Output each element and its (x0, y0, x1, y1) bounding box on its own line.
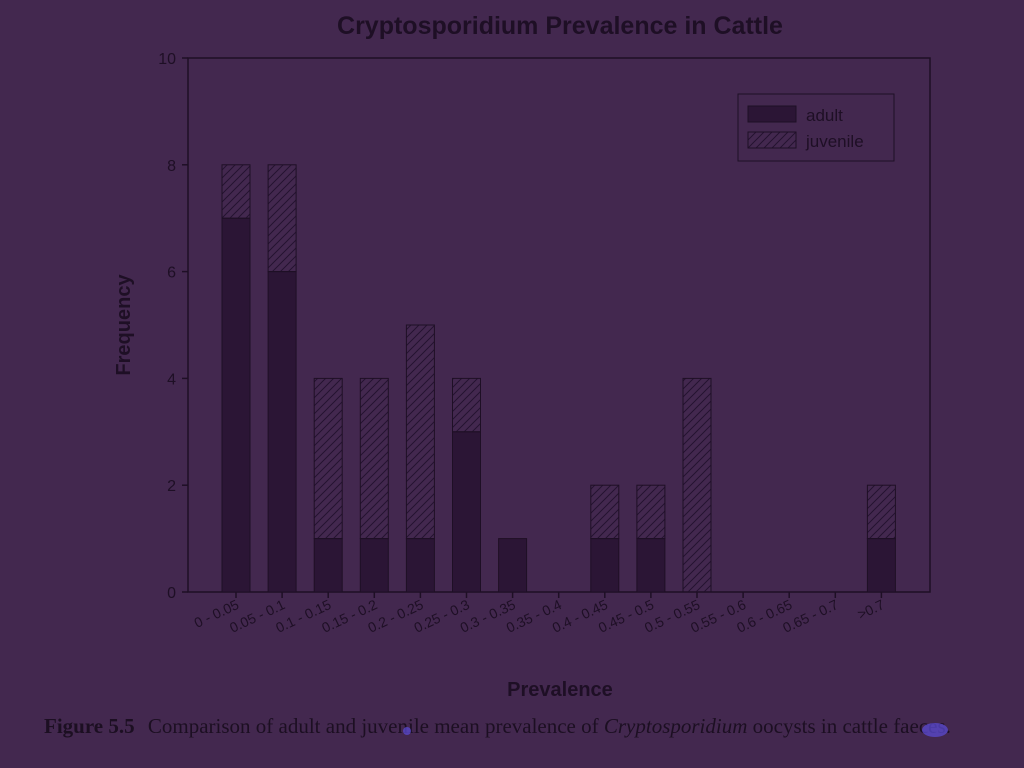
legend: adult juvenile (737, 93, 895, 162)
y-tick-label: 6 (167, 265, 176, 282)
figure-caption: Figure 5.5 Comparison of adult and juven… (44, 712, 1004, 740)
bar-adult (359, 538, 389, 593)
bar-adult (313, 538, 343, 593)
caption-text-before: Comparison of adult and juvenile mean pr… (147, 714, 599, 738)
bar-juvenile (359, 377, 389, 540)
bar-adult (636, 538, 666, 593)
figure-label: Figure 5.5 (44, 714, 135, 738)
bar-juvenile (636, 484, 666, 540)
y-tick-label: 10 (158, 51, 176, 68)
cursor-dot-1 (403, 727, 411, 735)
bar-juvenile (267, 164, 297, 273)
bar-adult (221, 217, 251, 593)
y-tick-label: 8 (167, 158, 176, 175)
bar-adult (866, 538, 896, 593)
caption-italic-term: Cryptosporidium (603, 714, 748, 738)
caption-text-after: oocysts in cattle faeces. (752, 714, 951, 738)
x-axis-label: Prevalence (507, 679, 613, 701)
bar-juvenile (866, 484, 896, 540)
bar-adult (405, 538, 435, 593)
bar-juvenile (313, 377, 343, 540)
bar-juvenile (682, 377, 712, 593)
x-tick-label: >0.7 (855, 596, 887, 622)
cursor-dot-2 (922, 723, 948, 737)
bar-juvenile (452, 377, 481, 433)
legend-label-adult: adult (806, 106, 843, 125)
legend-label-juvenile: juvenile (805, 132, 864, 151)
legend-swatch-juvenile (747, 131, 797, 149)
bar-adult (452, 431, 481, 593)
legend-swatch-adult (747, 105, 797, 123)
bar-adult (267, 271, 297, 593)
y-tick-label: 0 (167, 585, 176, 602)
y-tick-label: 4 (167, 371, 176, 388)
bar-juvenile (221, 164, 251, 219)
bar-adult (498, 538, 528, 593)
bar-juvenile (590, 484, 620, 540)
bar-juvenile (405, 324, 435, 540)
bar-adult (590, 538, 620, 593)
chart: Cryptosporidium Prevalence in Cattle Fre… (113, 12, 931, 701)
chart-title: Cryptosporidium Prevalence in Cattle (337, 12, 783, 40)
y-axis-label: Frequency (113, 274, 135, 376)
y-tick-label: 2 (167, 478, 176, 495)
legend-box (737, 93, 895, 162)
